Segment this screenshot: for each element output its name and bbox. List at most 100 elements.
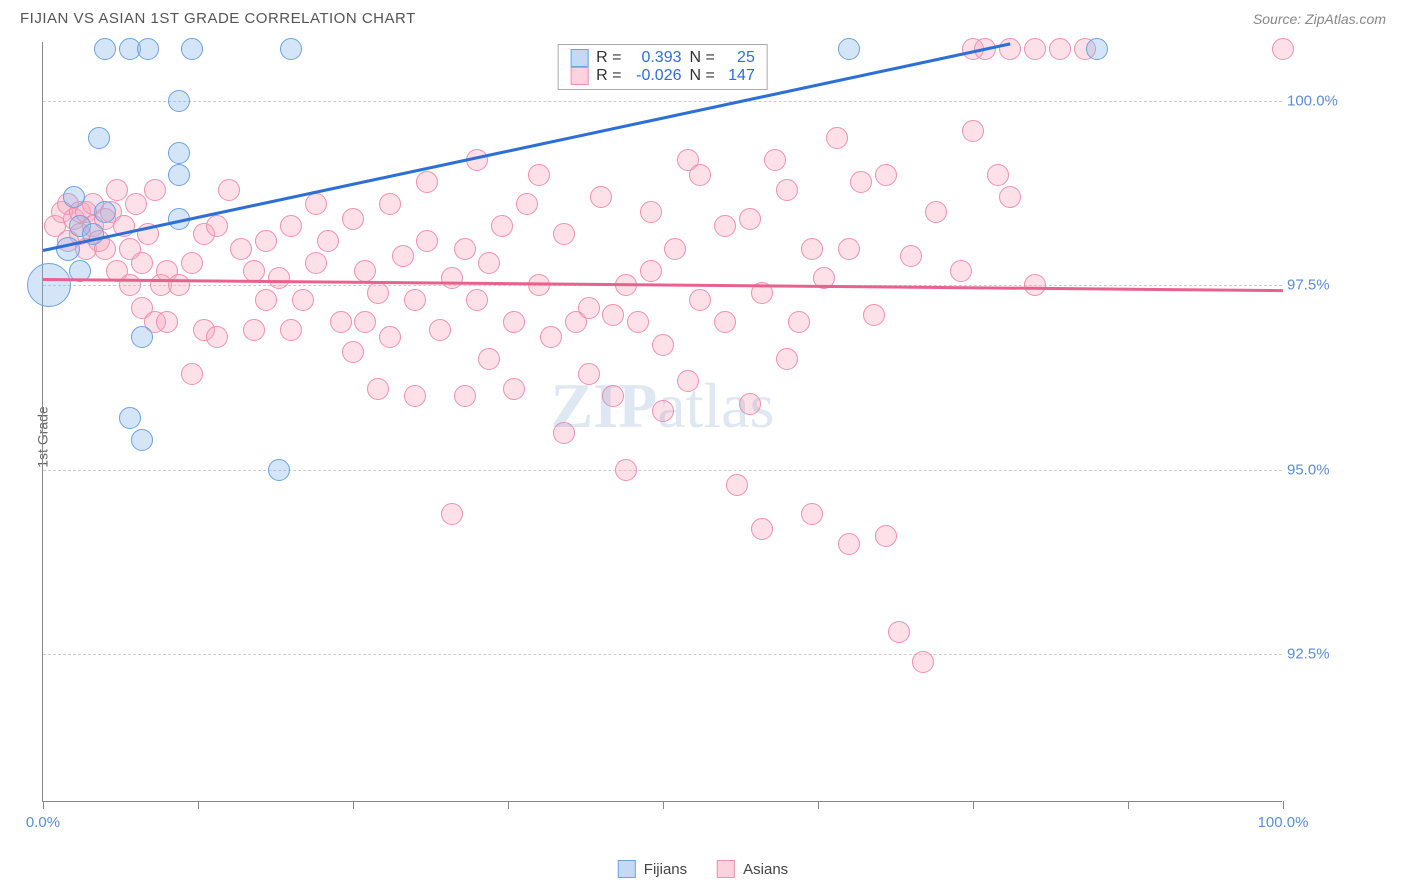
asian-point xyxy=(925,201,947,223)
fijian-legend-icon xyxy=(618,860,636,878)
asian-point xyxy=(751,518,773,540)
asian-point xyxy=(528,274,550,296)
asian-point xyxy=(640,260,662,282)
asian-point xyxy=(615,459,637,481)
asian-point xyxy=(689,289,711,311)
fijian-swatch-icon xyxy=(570,49,588,67)
asian-point xyxy=(125,193,147,215)
fijian-point xyxy=(168,142,190,164)
fijian-point xyxy=(181,38,203,60)
asian-point xyxy=(875,164,897,186)
asian-point xyxy=(590,186,612,208)
asian-point xyxy=(1272,38,1294,60)
asian-point xyxy=(578,297,600,319)
x-tick-label: 100.0% xyxy=(1258,814,1309,831)
gridline xyxy=(43,654,1282,655)
x-tick xyxy=(973,801,974,809)
asian-point xyxy=(156,311,178,333)
asian-point xyxy=(553,422,575,444)
asian-point xyxy=(888,621,910,643)
asian-point xyxy=(243,260,265,282)
asian-point xyxy=(429,319,451,341)
asian-point xyxy=(230,238,252,260)
stats-row-asian: R = -0.026 N = 147 xyxy=(570,67,755,85)
fijian-point xyxy=(137,38,159,60)
asian-point xyxy=(652,334,674,356)
asian-point xyxy=(354,311,376,333)
asian-point xyxy=(503,311,525,333)
fijian-point xyxy=(88,127,110,149)
gridline xyxy=(43,470,1282,471)
asian-point xyxy=(206,215,228,237)
fijian-point xyxy=(27,263,71,307)
asian-point xyxy=(478,252,500,274)
fijian-point xyxy=(131,326,153,348)
fijian-point xyxy=(94,201,116,223)
asian-point xyxy=(280,319,302,341)
asian-point xyxy=(838,533,860,555)
legend: Fijians Asians xyxy=(618,860,788,878)
x-tick xyxy=(198,801,199,809)
asian-point xyxy=(131,252,153,274)
asian-point xyxy=(875,525,897,547)
fijian-point xyxy=(131,429,153,451)
fijian-point xyxy=(168,164,190,186)
fijian-point xyxy=(280,38,302,60)
asian-point xyxy=(1024,274,1046,296)
x-tick-label: 0.0% xyxy=(26,814,60,831)
asian-point xyxy=(106,179,128,201)
source-label: Source: ZipAtlas.com xyxy=(1253,11,1386,27)
y-tick-label: 92.5% xyxy=(1287,646,1357,663)
asian-point xyxy=(268,267,290,289)
asian-point xyxy=(280,215,302,237)
x-tick xyxy=(663,801,664,809)
y-tick-label: 100.0% xyxy=(1287,93,1357,110)
asian-point xyxy=(416,230,438,252)
stats-box: R = 0.393 N = 25 R = -0.026 N = 147 xyxy=(557,44,768,90)
fijian-point xyxy=(56,237,80,261)
asian-point xyxy=(739,393,761,415)
asian-point xyxy=(900,245,922,267)
asian-point xyxy=(838,238,860,260)
asian-point xyxy=(627,311,649,333)
asian-point xyxy=(342,341,364,363)
asian-point xyxy=(255,230,277,252)
asian-point xyxy=(255,289,277,311)
asian-point xyxy=(181,252,203,274)
gridline xyxy=(43,101,1282,102)
asian-point xyxy=(1049,38,1071,60)
x-tick xyxy=(353,801,354,809)
asian-point xyxy=(416,171,438,193)
asian-point xyxy=(677,370,699,392)
asian-point xyxy=(454,385,476,407)
asian-point xyxy=(776,179,798,201)
fijian-point xyxy=(168,90,190,112)
asian-point xyxy=(292,289,314,311)
y-tick-label: 95.0% xyxy=(1287,461,1357,478)
x-tick xyxy=(1283,801,1284,809)
x-tick xyxy=(1128,801,1129,809)
asian-point xyxy=(602,304,624,326)
asian-point xyxy=(367,378,389,400)
legend-asians: Asians xyxy=(717,860,788,878)
fijian-point xyxy=(838,38,860,60)
asian-point xyxy=(441,503,463,525)
asian-point xyxy=(578,363,600,385)
asian-point xyxy=(503,378,525,400)
asian-point xyxy=(305,252,327,274)
asian-point xyxy=(528,164,550,186)
plot-area: ZIPatlas R = 0.393 N = 25 R = -0.026 N =… xyxy=(42,42,1282,802)
asian-point xyxy=(379,326,401,348)
asian-point xyxy=(218,179,240,201)
asian-point xyxy=(801,503,823,525)
asian-point xyxy=(317,230,339,252)
fijian-point xyxy=(94,38,116,60)
asian-swatch-icon xyxy=(570,67,588,85)
asian-point xyxy=(342,208,364,230)
asian-point xyxy=(776,348,798,370)
asian-point xyxy=(950,260,972,282)
asian-point xyxy=(516,193,538,215)
asian-point xyxy=(540,326,562,348)
x-tick xyxy=(818,801,819,809)
asian-point xyxy=(1024,38,1046,60)
